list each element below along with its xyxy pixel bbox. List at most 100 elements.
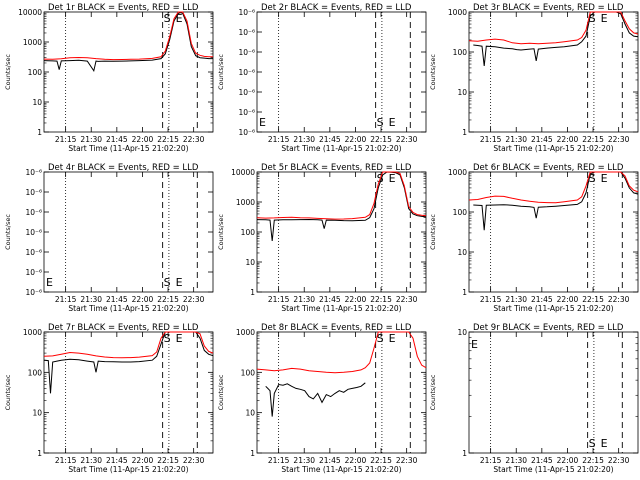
x-tick-label: 21:45 <box>319 456 341 465</box>
y-tick-label: 10⁻⁶ <box>238 68 255 77</box>
x-tick-label: 21:45 <box>106 295 128 304</box>
panel-title: Det 4r BLACK = Events, RED = LLD <box>48 163 199 173</box>
empty-end-label: E <box>46 276 53 289</box>
x-tick-label: 22:15 <box>370 456 392 465</box>
y-tick-label: 1 <box>250 449 255 458</box>
events-series-line <box>473 171 639 231</box>
y-tick-label: 10000 <box>231 168 255 177</box>
y-tick-label: 100 <box>453 208 468 217</box>
x-tick-label: 21:15 <box>55 135 77 144</box>
x-tick-label: 22:30 <box>183 295 205 304</box>
lld-series-line <box>43 11 213 61</box>
y-tick-label: 10⁻⁶ <box>25 188 42 197</box>
y-tick-label: 100 <box>28 68 43 77</box>
y-tick-label: 10 <box>457 328 467 337</box>
panel-det-2: Det 2r BLACK = Events, RED = LLD 10⁻⁶ 10⁻⁶… <box>217 3 427 153</box>
y-axis-label: Counts/sec <box>429 214 437 250</box>
lld-series-line <box>468 171 639 204</box>
x-tick-label: 22:00 <box>132 456 154 465</box>
start-marker-label: S <box>164 332 171 345</box>
x-axis-label: Start Time (11-Apr-15 21:02:20) <box>281 465 401 474</box>
plot-frame <box>256 171 427 293</box>
y-tick-label: 10⁻⁶ <box>238 28 255 37</box>
y-axis-label: Counts/sec <box>4 214 12 250</box>
x-tick-label: 22:00 <box>345 295 367 304</box>
x-tick-label: 21:45 <box>531 295 553 304</box>
y-tick-label: 1 <box>37 449 42 458</box>
y-tick-label: 1 <box>462 449 467 458</box>
start-marker-label: S <box>164 276 171 289</box>
panel-title: Det 6r BLACK = Events, RED = LLD <box>473 163 624 173</box>
x-tick-label: 22:15 <box>370 295 392 304</box>
lld-series-line <box>256 331 427 374</box>
panel-title: Det 3r BLACK = Events, RED = LLD <box>473 3 624 13</box>
y-axis-label: Counts/sec <box>217 54 225 90</box>
x-tick-label: 21:45 <box>531 456 553 465</box>
x-tick-label: 22:15 <box>582 456 604 465</box>
y-axis-label: Counts/sec <box>429 374 437 410</box>
y-tick-label: 1000 <box>23 328 42 337</box>
y-tick-label: 1000 <box>236 328 255 337</box>
x-tick-label: 21:30 <box>80 295 102 304</box>
panel-det-3: Det 3r BLACK = Events, RED = LLD 1 10 100 10… <box>429 3 639 153</box>
x-tick-label: 22:30 <box>183 456 205 465</box>
lld-series-line <box>468 11 639 45</box>
x-tick-label: 22:30 <box>183 135 205 144</box>
start-marker-label: S <box>589 172 596 185</box>
panel-title: Det 2r BLACK = Events, RED = LLD <box>261 3 412 13</box>
end-marker-label: E <box>389 116 396 129</box>
start-marker-label: S <box>589 12 596 25</box>
panel-det-5: Det 5r BLACK = Events, RED = LLD 1 10 100 10… <box>217 163 427 313</box>
x-tick-label: 22:30 <box>608 295 630 304</box>
x-tick-label: 22:00 <box>557 135 579 144</box>
x-tick-label: 22:15 <box>582 295 604 304</box>
x-axis-label: Start Time (11-Apr-15 21:02:20) <box>281 144 401 153</box>
x-tick-label: 21:15 <box>268 456 290 465</box>
x-tick-label: 21:15 <box>268 295 290 304</box>
panel-title: Det 8r BLACK = Events, RED = LLD <box>261 323 412 333</box>
x-tick-label: 22:00 <box>132 135 154 144</box>
x-tick-label: 22:30 <box>396 295 418 304</box>
x-tick-label: 21:30 <box>293 295 315 304</box>
x-tick-label: 21:30 <box>505 456 527 465</box>
y-tick-label: 10 <box>245 258 255 267</box>
x-tick-label: 21:45 <box>319 135 341 144</box>
end-marker-label: E <box>176 276 183 289</box>
end-marker-label: E <box>176 332 183 345</box>
x-tick-label: 21:30 <box>505 135 527 144</box>
plot-frame <box>256 331 427 454</box>
events-series-line <box>265 382 366 417</box>
x-axis-label: Start Time (11-Apr-15 21:02:20) <box>68 465 188 474</box>
x-tick-label: 21:30 <box>80 135 102 144</box>
y-tick-label: 10 <box>457 88 467 97</box>
y-tick-label: 10⁻⁶ <box>238 8 255 17</box>
panel-title: Det 9r BLACK = Events, RED = LLD <box>473 323 624 333</box>
y-tick-label: 1000 <box>448 168 467 177</box>
y-axis-label: Counts/sec <box>4 54 12 90</box>
start-marker-label: S <box>589 437 596 450</box>
y-tick-label: 1000 <box>23 38 42 47</box>
x-tick-label: 22:15 <box>582 135 604 144</box>
x-tick-label: 22:00 <box>345 456 367 465</box>
y-tick-label: 10⁻⁶ <box>238 128 255 137</box>
empty-end-label: E <box>259 116 266 129</box>
y-tick-label: 100 <box>241 368 256 377</box>
x-tick-label: 21:30 <box>293 456 315 465</box>
y-tick-label: 1 <box>462 288 467 297</box>
y-tick-label: 10 <box>32 98 42 107</box>
panel-det-4: Det 4r BLACK = Events, RED = LLD 10⁻⁶ 10⁻⁶… <box>4 163 214 313</box>
x-tick-label: 22:30 <box>396 456 418 465</box>
y-tick-label: 10⁻⁶ <box>25 228 42 237</box>
plot-frame <box>468 11 639 133</box>
plot-frame <box>468 171 639 293</box>
start-marker-label: S <box>164 12 171 25</box>
end-marker-label: E <box>601 437 608 450</box>
x-tick-label: 21:45 <box>106 135 128 144</box>
x-tick-label: 22:30 <box>608 456 630 465</box>
events-series-line <box>256 171 427 242</box>
x-tick-label: 22:00 <box>557 456 579 465</box>
empty-end-label: E <box>471 338 478 351</box>
x-tick-label: 21:30 <box>505 295 527 304</box>
y-tick-label: 10⁻⁶ <box>25 248 42 257</box>
x-tick-label: 22:15 <box>370 135 392 144</box>
